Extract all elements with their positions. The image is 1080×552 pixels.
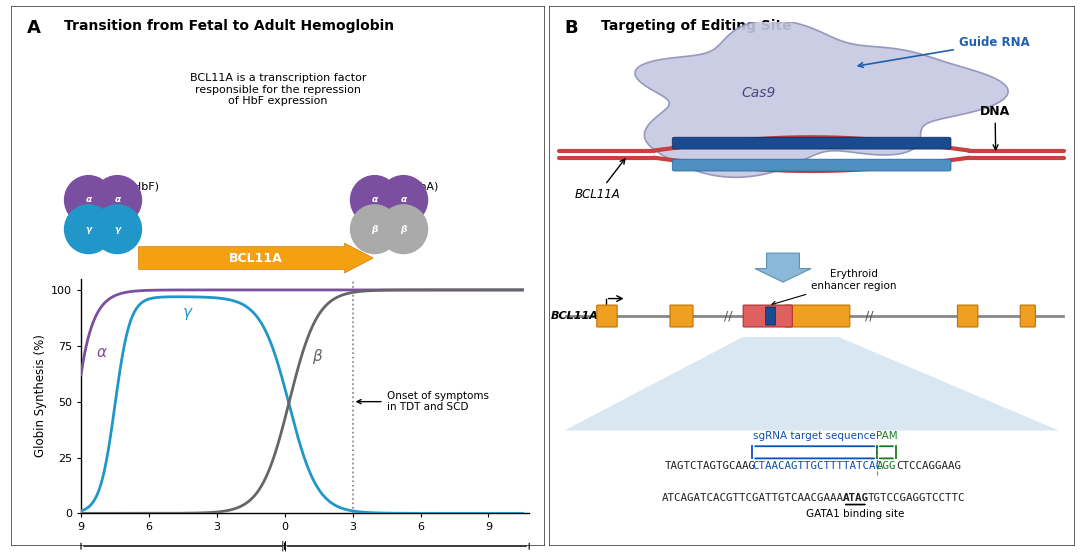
Text: Adult (HbA): Adult (HbA) — [374, 182, 438, 192]
Text: BCL11A is a transcription factor
responsible for the repression
of HbF expressio: BCL11A is a transcription factor respons… — [190, 73, 366, 107]
Text: α: α — [85, 195, 92, 204]
Circle shape — [351, 176, 399, 224]
Text: β: β — [372, 225, 378, 233]
Circle shape — [65, 205, 112, 253]
Text: ATCAGATCACGTTCGATTGTCAACGAAAA: ATCAGATCACGTTCGATTGTCAACGAAAA — [662, 493, 851, 503]
FancyArrow shape — [755, 253, 811, 282]
Text: β: β — [312, 349, 322, 364]
Text: γ: γ — [183, 305, 192, 320]
Text: Erythroid
enhancer region: Erythroid enhancer region — [771, 269, 896, 305]
FancyBboxPatch shape — [743, 305, 793, 327]
Text: α: α — [401, 195, 406, 204]
Text: Transition from Fetal to Adult Hemoglobin: Transition from Fetal to Adult Hemoglobi… — [65, 19, 394, 33]
Text: AGG: AGG — [877, 461, 896, 471]
Text: Guide RNA: Guide RNA — [859, 36, 1029, 67]
Circle shape — [351, 205, 399, 253]
Text: BCL11A: BCL11A — [551, 311, 598, 321]
Text: α: α — [97, 345, 107, 360]
Circle shape — [379, 176, 428, 224]
Polygon shape — [565, 337, 1058, 431]
Y-axis label: Globin Synthesis (%): Globin Synthesis (%) — [33, 335, 46, 458]
FancyBboxPatch shape — [672, 137, 951, 149]
FancyBboxPatch shape — [1021, 305, 1036, 327]
PathPatch shape — [635, 20, 1009, 177]
Text: α: α — [372, 195, 378, 204]
Text: BCL11A: BCL11A — [229, 252, 283, 264]
Text: GATA1 binding site: GATA1 binding site — [806, 509, 904, 519]
Text: CTAACAGTTGCTTTTATCAC: CTAACAGTTGCTTTTATCAC — [753, 461, 882, 471]
Text: TGTCCGAGGTCCTTC: TGTCCGAGGTCCTTC — [867, 493, 966, 503]
Text: Onset of symptoms
in TDT and SCD: Onset of symptoms in TDT and SCD — [357, 391, 488, 412]
FancyArrow shape — [138, 243, 374, 273]
Text: TAGTCTAGTGCAAG: TAGTCTAGTGCAAG — [665, 461, 756, 471]
Text: B: B — [565, 19, 578, 37]
FancyBboxPatch shape — [597, 305, 617, 327]
Text: β: β — [401, 225, 407, 233]
Text: Targeting of Editing Site: Targeting of Editing Site — [602, 19, 792, 33]
Text: α: α — [114, 195, 121, 204]
FancyBboxPatch shape — [785, 305, 850, 327]
Text: //: // — [865, 310, 874, 322]
Text: γ: γ — [114, 225, 121, 233]
Text: A: A — [27, 19, 41, 37]
Text: γ: γ — [85, 225, 92, 233]
Text: Fetal (HbF): Fetal (HbF) — [98, 182, 159, 192]
Text: Cas9: Cas9 — [742, 86, 777, 100]
Text: ||: || — [281, 540, 288, 551]
Text: ATAG: ATAG — [842, 493, 868, 503]
Text: sgRNA target sequence: sgRNA target sequence — [754, 431, 876, 442]
FancyBboxPatch shape — [958, 305, 977, 327]
Circle shape — [65, 176, 112, 224]
Text: BCL11A: BCL11A — [575, 159, 625, 201]
Text: CTCCAGGAAG: CTCCAGGAAG — [895, 461, 961, 471]
Circle shape — [93, 176, 141, 224]
Text: DNA: DNA — [980, 104, 1010, 150]
FancyBboxPatch shape — [766, 307, 775, 325]
FancyBboxPatch shape — [672, 159, 951, 171]
Circle shape — [93, 205, 141, 253]
Text: PAM: PAM — [876, 431, 897, 442]
FancyBboxPatch shape — [670, 305, 693, 327]
Circle shape — [379, 205, 428, 253]
Text: //: // — [725, 310, 732, 322]
